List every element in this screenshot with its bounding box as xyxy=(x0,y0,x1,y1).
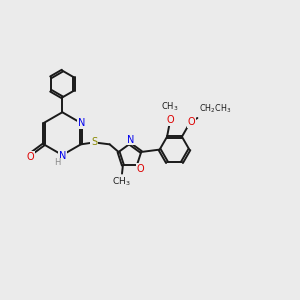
Text: CH$_3$: CH$_3$ xyxy=(161,101,179,113)
Text: O: O xyxy=(166,115,174,125)
Text: S: S xyxy=(91,137,97,147)
Text: O: O xyxy=(26,152,34,162)
Text: CH$_2$CH$_3$: CH$_2$CH$_3$ xyxy=(199,103,232,115)
Text: N: N xyxy=(58,151,66,160)
Text: H: H xyxy=(54,158,60,167)
Text: CH$_3$: CH$_3$ xyxy=(112,176,131,188)
Text: O: O xyxy=(136,164,144,174)
Text: N: N xyxy=(78,118,85,128)
Text: O: O xyxy=(188,117,195,127)
Text: N: N xyxy=(127,135,134,145)
